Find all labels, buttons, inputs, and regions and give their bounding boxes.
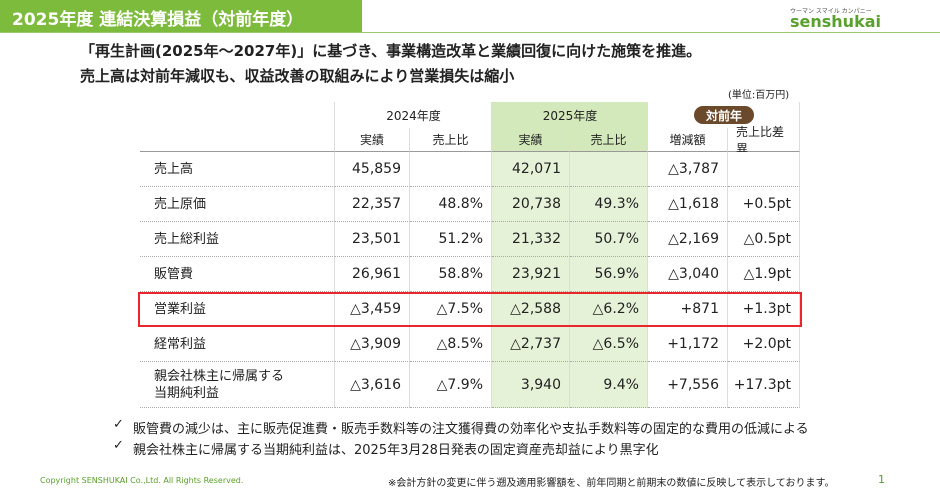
subtitle: 「再生計画(2025年～2027年)」に基づき、事業構造改革と業績回復に向けた施… [80,42,702,60]
value-cell: 9.4% [570,362,648,408]
group-header: 2025年度 [542,108,598,123]
page-number: 1 [878,473,885,486]
logo-tagline: ウーマン スマイル カンパニー [790,8,872,15]
value-cell: 20,738 [492,187,570,222]
sub-header: 実績 [492,128,570,152]
sub-header: 実績 [335,128,410,152]
value-cell: 42,071 [492,152,570,187]
logo: senshukai [790,12,881,31]
group-header: 2024年度 [386,108,441,123]
row-label: 親会社株主に帰属する 当期純利益 [140,362,335,408]
row-label: 経常利益 [140,327,335,362]
title: 2025年度 連結決算損益（対前年度） [12,10,304,30]
value-cell: +17.3pt [728,362,800,408]
value-cell: △2,169 [648,222,728,257]
value-cell: △3,909 [335,327,410,362]
sub-header: 売上比差異 [728,125,800,156]
note: ※会計方針の変更に伴う遡及適用影響額を、前年同期と前期末の数値に反映して表示して… [388,478,835,489]
value-cell: △1.9pt [728,257,800,292]
value-cell: △3,787 [648,152,728,187]
bullet: 販管費の減少は、主に販売促進費・販売手数料等の注文獲得費の効率化や支払手数料等の… [133,422,809,437]
value-cell: △0.5pt [728,222,800,257]
value-cell: 45,859 [335,152,410,187]
highlight-box [138,292,802,327]
value-cell: △6.5% [570,327,648,362]
row-label: 売上総利益 [140,222,335,257]
group-header-cell [335,102,492,128]
value-cell: +871 [648,292,728,327]
value-cell [410,152,492,187]
value-cell [570,152,648,187]
sub-header: 売上比 [410,128,492,152]
value-cell: 21,332 [492,222,570,257]
value-cell: △2,737 [492,327,570,362]
title-bar [0,0,362,32]
value-cell: +2.0pt [728,327,800,362]
value-cell: △3,616 [335,362,410,408]
sub-header: 売上比 [570,128,648,152]
value-cell: △8.5% [410,327,492,362]
subtitle: 売上高は対前年減収も、収益改善の取組みにより営業損失は縮小 [80,67,515,85]
row-label: 売上原価 [140,187,335,222]
value-cell: 22,357 [335,187,410,222]
check: ✓ [113,417,124,432]
row-label: 販管費 [140,257,335,292]
value-cell: △1,618 [648,187,728,222]
check: ✓ [113,438,124,453]
value-cell: 23,921 [492,257,570,292]
value-cell: 26,961 [335,257,410,292]
group-header: 対前年 [694,106,754,124]
bullet: 親会社株主に帰属する当期純利益は、2025年3月28日発表の固定資産売却益により… [133,443,659,458]
value-cell: △3,459 [335,292,410,327]
value-cell: 58.8% [410,257,492,292]
value-cell: +7,556 [648,362,728,408]
value-cell: △7.5% [410,292,492,327]
value-cell: 49.3% [570,187,648,222]
group-header-cell [492,102,648,128]
value-cell: +0.5pt [728,187,800,222]
unit: (単位:百万円) [728,90,790,101]
value-cell: △2,588 [492,292,570,327]
sub-header: 増減額 [648,128,728,152]
header-rule [0,32,940,33]
value-cell: 50.7% [570,222,648,257]
copyright: Copyright SENSHUKAI Co.,Ltd. All Rights … [40,476,244,485]
value-cell: 3,940 [492,362,570,408]
value-cell: △3,040 [648,257,728,292]
value-cell: 56.9% [570,257,648,292]
value-cell: 48.8% [410,187,492,222]
header-corner [140,102,335,152]
value-cell [728,152,800,187]
value-cell: +1,172 [648,327,728,362]
row-label: 売上高 [140,152,335,187]
value-cell: △7.9% [410,362,492,408]
value-cell: 51.2% [410,222,492,257]
value-cell: 23,501 [335,222,410,257]
